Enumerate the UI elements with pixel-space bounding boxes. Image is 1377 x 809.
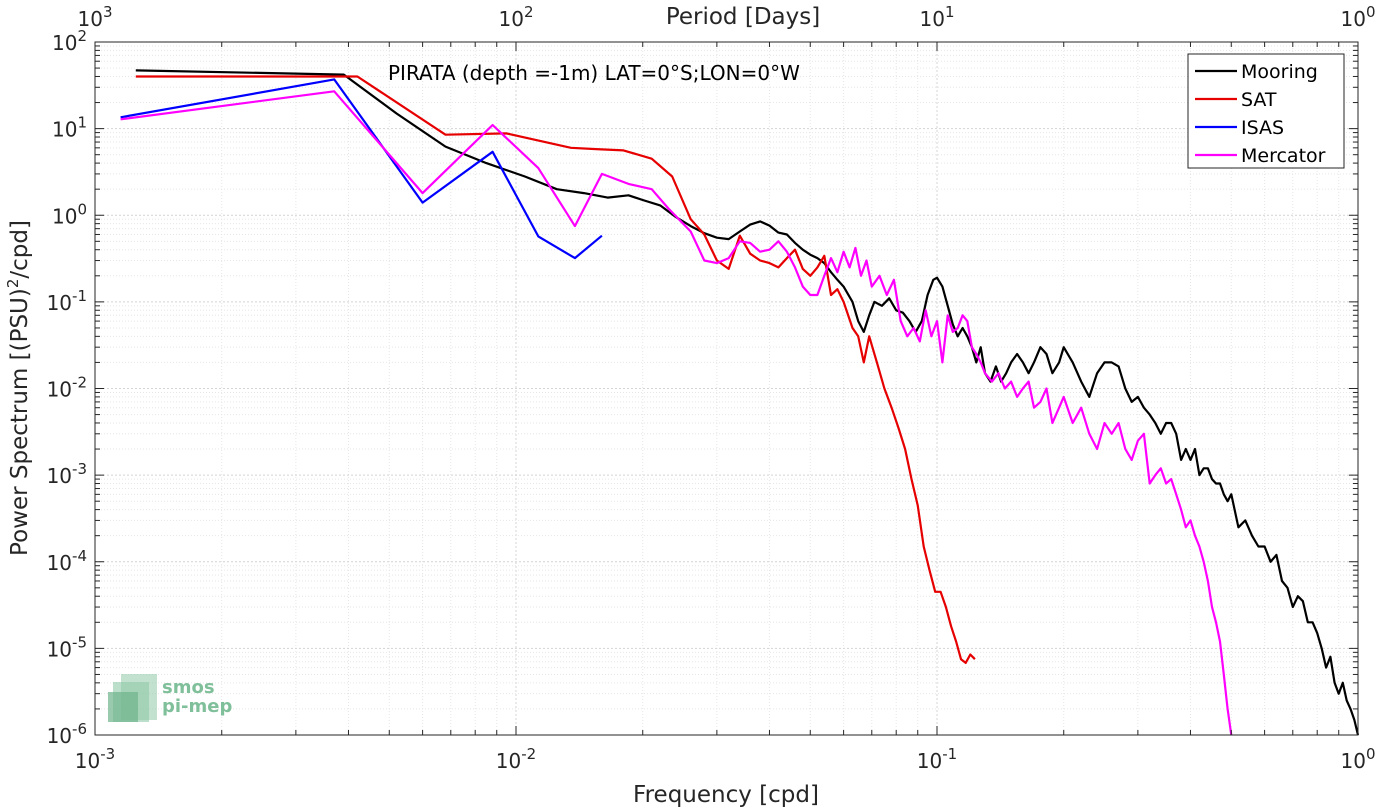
x2-tick-label: 103 xyxy=(78,3,113,31)
x-tick-label: 10-2 xyxy=(496,745,536,773)
legend-label-mooring: Mooring xyxy=(1241,61,1318,83)
tick-label-base: 10 xyxy=(52,204,77,228)
legend-label-mercator: Mercator xyxy=(1241,145,1326,167)
series-line-mooring xyxy=(135,69,1360,736)
tick-label-base: 10 xyxy=(920,7,945,31)
tick-label-base: 10 xyxy=(47,378,72,402)
x-tick-label: 10-1 xyxy=(917,745,957,773)
tick-label-exponent: -4 xyxy=(72,547,87,565)
tick-label-exponent: 2 xyxy=(524,3,534,21)
tick-label-exponent: -3 xyxy=(100,745,115,763)
smos-pi-mep-logo: smos pi-mep xyxy=(108,674,232,722)
tick-label-base: 10 xyxy=(52,31,77,55)
series-line-isas xyxy=(120,78,603,260)
logo-mark-front xyxy=(108,692,138,722)
series-line-mercator xyxy=(120,90,1233,736)
tick-label-base: 10 xyxy=(47,464,72,488)
tick-label-exponent: 0 xyxy=(77,200,87,218)
tick-label-base: 10 xyxy=(52,118,77,142)
tick-label-exponent: -2 xyxy=(521,745,536,763)
y-tick-label: 10-1 xyxy=(47,287,87,315)
series-line-sat xyxy=(135,75,976,664)
series-layer xyxy=(120,69,1360,736)
legend-label-sat: SAT xyxy=(1241,89,1277,111)
tick-label-base: 10 xyxy=(78,7,103,31)
legend-label-isas: ISAS xyxy=(1241,117,1284,139)
x2-tick-label: 100 xyxy=(1341,3,1376,31)
y-axis-label-end: /cpd] xyxy=(7,220,33,279)
tick-label-exponent: -1 xyxy=(72,287,87,305)
y-axis-label: Power Spectrum [(PSU)2/cpd] xyxy=(4,220,33,556)
y-tick-label: 100 xyxy=(52,200,87,228)
tick-label-base: 10 xyxy=(47,551,72,575)
tick-label-base: 10 xyxy=(1341,749,1366,773)
x2-tick-label: 101 xyxy=(920,3,955,31)
tick-label-base: 10 xyxy=(47,724,72,748)
tick-label-base: 10 xyxy=(1341,7,1366,31)
logo-text-smos: smos xyxy=(162,677,215,698)
tick-label-base: 10 xyxy=(917,749,942,773)
top-axis-label: Period [Days] xyxy=(666,4,820,30)
legend-items: Mooring SAT ISAS Mercator xyxy=(1195,61,1326,167)
x-axis-label: Frequency [cpd] xyxy=(633,782,819,808)
y-tick-label: 10-6 xyxy=(47,720,87,748)
tick-label-base: 10 xyxy=(499,7,524,31)
tick-label-exponent: -5 xyxy=(72,633,87,651)
legend-box xyxy=(1187,53,1345,169)
legend: Mooring SAT ISAS Mercator xyxy=(1187,53,1345,169)
y-tick-label: 10-5 xyxy=(47,633,87,661)
y-tick-label: 10-4 xyxy=(47,547,87,575)
tick-label-base: 10 xyxy=(75,749,100,773)
grid xyxy=(94,42,1358,736)
tick-label-exponent: 2 xyxy=(77,27,87,45)
x-tick-label: 100 xyxy=(1341,745,1376,773)
tick-label-base: 10 xyxy=(47,291,72,315)
tick-label-exponent: -6 xyxy=(72,720,87,738)
tick-label-exponent: 0 xyxy=(1366,745,1376,763)
x2-tick-label: 102 xyxy=(499,3,534,31)
tick-label-exponent: -1 xyxy=(942,745,957,763)
y-tick-label: 10-3 xyxy=(47,460,87,488)
y-tick-label: 101 xyxy=(52,114,87,142)
tick-label-exponent: 1 xyxy=(77,114,87,132)
y-axis-label-superscript: 2 xyxy=(4,279,22,289)
tick-label-base: 10 xyxy=(496,749,521,773)
tick-label-exponent: 1 xyxy=(945,3,955,21)
tick-label-exponent: 0 xyxy=(1366,3,1376,21)
x-tick-label: 10-3 xyxy=(75,745,115,773)
tick-label-exponent: -3 xyxy=(72,460,87,478)
y-axis-label-main: Power Spectrum [(PSU) xyxy=(7,288,33,556)
y-tick-label: 102 xyxy=(52,27,87,55)
tick-label-base: 10 xyxy=(47,637,72,661)
tick-label-exponent: 3 xyxy=(103,3,113,21)
y-tick-label: 10-2 xyxy=(47,374,87,402)
tick-label-exponent: -2 xyxy=(72,374,87,392)
chart-title: PIRATA (depth =-1m) LAT=0°S;LON=0°W xyxy=(388,61,800,85)
logo-text-pi-mep: pi-mep xyxy=(162,696,232,717)
